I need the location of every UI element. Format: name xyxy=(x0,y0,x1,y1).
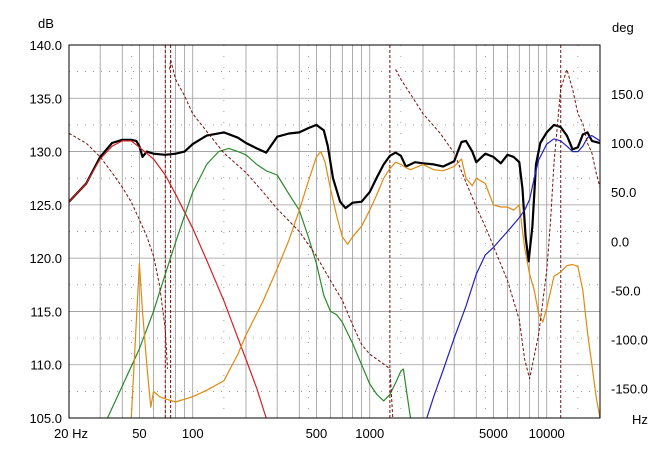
y-left-tick-label: 105.0 xyxy=(29,411,62,426)
series-line-6 xyxy=(69,59,600,418)
x-tick-label: 500 xyxy=(306,426,328,441)
frequency-markers xyxy=(164,45,562,418)
y-right-tick-label: 0.0 xyxy=(611,234,629,249)
x-tick-label: 50 xyxy=(132,426,146,441)
series-line-4 xyxy=(130,151,600,418)
y-left-tick-label: 120.0 xyxy=(29,251,62,266)
y-right-tick-label: -100.0 xyxy=(611,332,648,347)
x-unit-label: Hz xyxy=(632,412,648,427)
x-tick-label: 20 Hz xyxy=(54,426,88,441)
x-tick-label: 100 xyxy=(182,426,204,441)
y-right-tick-label: -50.0 xyxy=(611,283,641,298)
y-left-tick-label: 135.0 xyxy=(29,91,62,106)
x-tick-label: 5000 xyxy=(479,426,508,441)
y-left-tick-label: 140.0 xyxy=(29,38,62,53)
y-left-unit-label: dB xyxy=(38,16,54,31)
y-left-tick-label: 130.0 xyxy=(29,145,62,160)
series-line-2 xyxy=(69,140,267,418)
y-right-unit-label: deg xyxy=(612,20,634,35)
x-tick-label: 10000 xyxy=(529,426,565,441)
y-left-tick-label: 110.0 xyxy=(30,358,62,373)
series-line-1 xyxy=(69,123,600,263)
x-tick-label: 1000 xyxy=(355,426,384,441)
series-line-5 xyxy=(426,135,600,418)
plot-frame xyxy=(68,44,601,419)
tick-labels: 140.0 135.0 130.0 125.0 120.0 115.0 110.0 105.0… xyxy=(29,38,647,441)
y-right-tick-label: 100.0 xyxy=(611,136,644,151)
y-left-tick-label: 115.0 xyxy=(30,304,62,319)
y-right-tick-label: 150.0 xyxy=(611,87,644,102)
y-right-tick-label: -150.0 xyxy=(611,382,648,397)
y-left-tick-label: 125.0 xyxy=(29,198,62,213)
y-right-tick-label: 50.0 xyxy=(611,185,636,200)
series-group xyxy=(69,59,600,418)
